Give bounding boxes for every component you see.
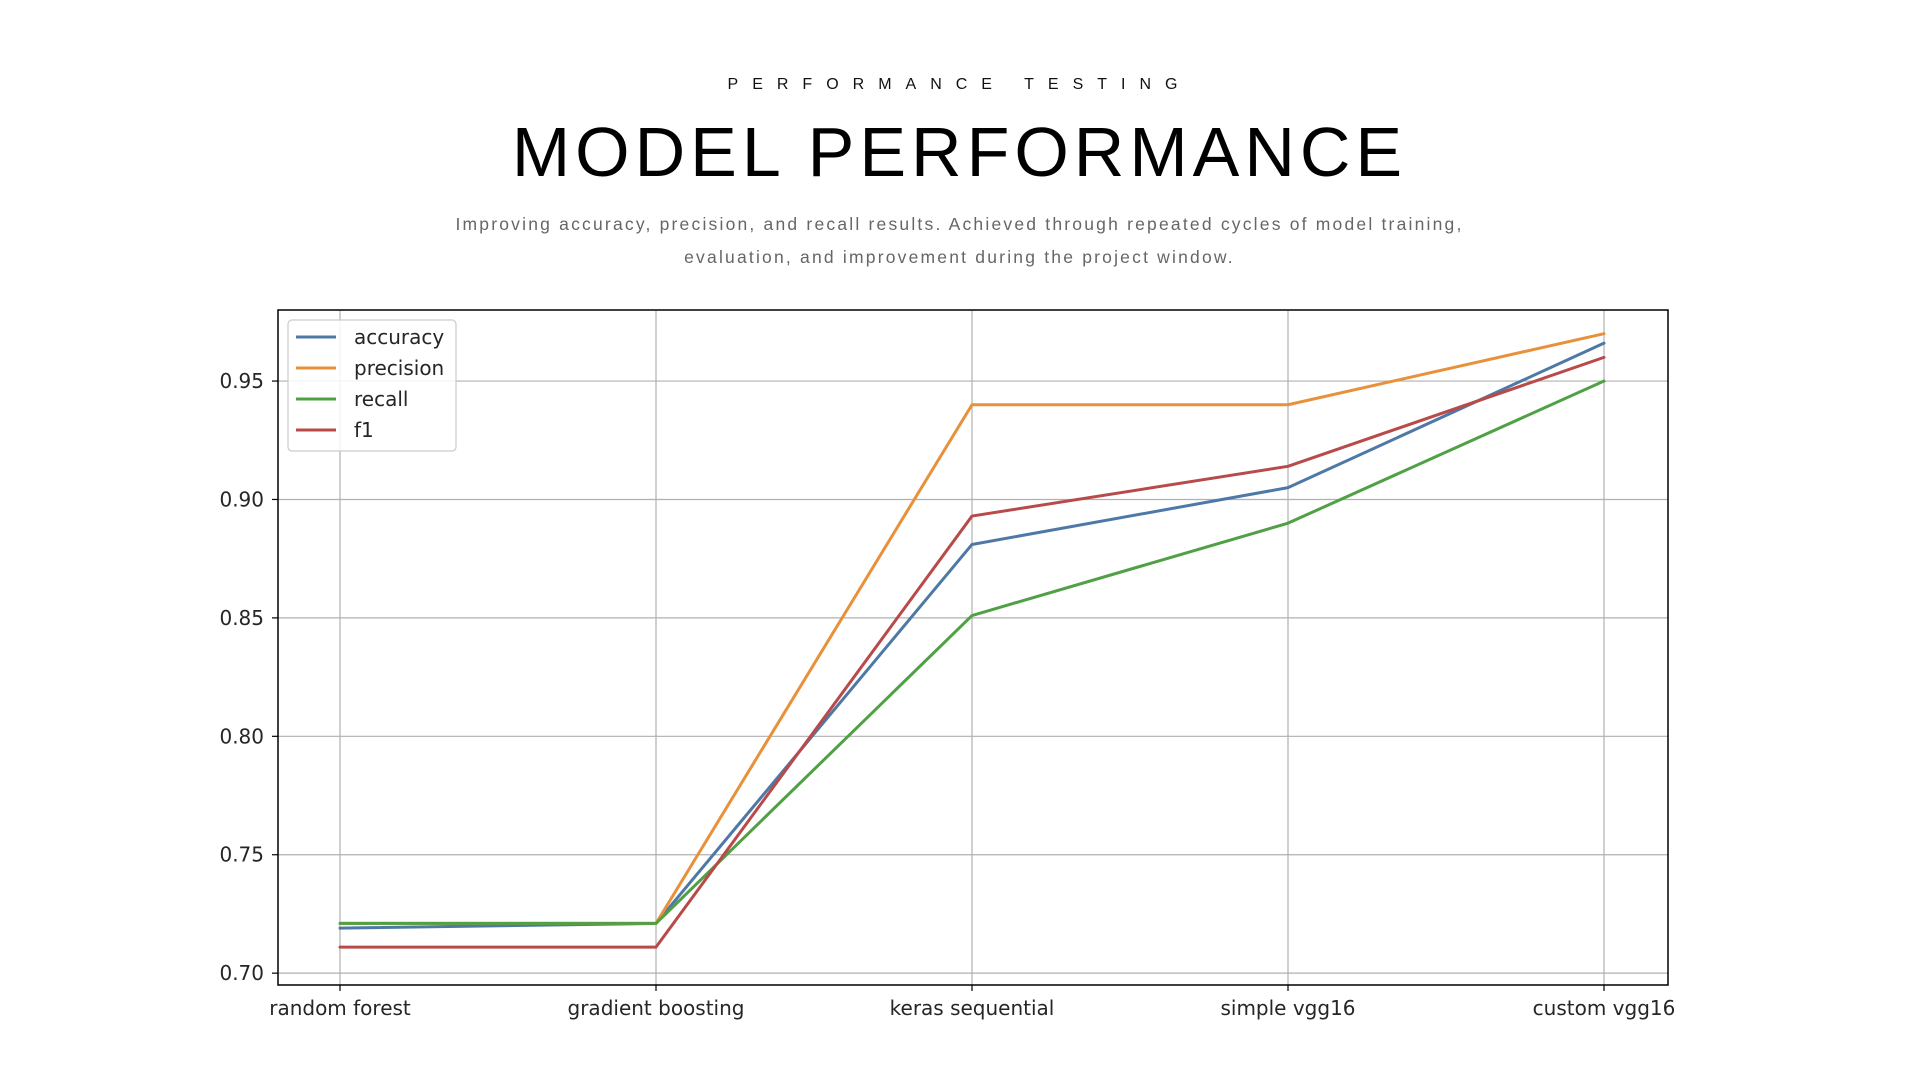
subtitle-line-1: Improving accuracy, precision, and recal… — [455, 214, 1464, 234]
legend-item-precision: precision — [296, 356, 444, 380]
legend-item-f1: f1 — [296, 418, 374, 442]
series-layer — [338, 332, 1606, 949]
legend-label: recall — [354, 387, 408, 411]
y-tick-label: 0.90 — [219, 487, 264, 511]
series-line-f1 — [338, 355, 1606, 949]
x-tick-label: keras sequential — [890, 996, 1055, 1020]
legend-box — [287, 319, 457, 452]
page-subtitle: Improving accuracy, precision, and recal… — [360, 208, 1559, 274]
plot-frame — [277, 309, 1669, 986]
legend-label: f1 — [354, 418, 374, 442]
y-tick-label: 0.80 — [219, 724, 264, 748]
legend: accuracy precision recall f1 — [287, 319, 457, 452]
eyebrow-label: PERFORMANCE TESTING — [727, 76, 1192, 93]
x-tick-label: random forest — [269, 996, 411, 1020]
y-tick-label: 0.70 — [219, 961, 264, 985]
legend-label: precision — [354, 356, 444, 380]
series-line-accuracy — [338, 341, 1606, 930]
legend-label: accuracy — [354, 325, 444, 349]
x-axis-ticks: random forest gradient boosting keras sequ… — [269, 985, 1675, 1020]
y-tick-label: 0.85 — [219, 606, 264, 630]
x-tick-label: custom vgg16 — [1533, 996, 1676, 1020]
x-tick-label: simple vgg16 — [1220, 996, 1355, 1020]
page-title: MODEL PERFORMANCE — [511, 113, 1408, 191]
y-tick-label: 0.75 — [219, 843, 264, 867]
subtitle-line-2: evaluation, and improvement during the p… — [684, 247, 1235, 267]
grid-layer — [278, 310, 1668, 985]
series-line-recall — [338, 379, 1606, 925]
legend-item-recall: recall — [296, 387, 408, 411]
y-tick-label: 0.95 — [219, 369, 264, 393]
x-tick-label: gradient boosting — [568, 996, 745, 1020]
legend-item-accuracy: accuracy — [296, 325, 444, 349]
y-axis-ticks: 0.70 0.75 0.80 0.85 0.90 0.95 — [219, 369, 278, 985]
